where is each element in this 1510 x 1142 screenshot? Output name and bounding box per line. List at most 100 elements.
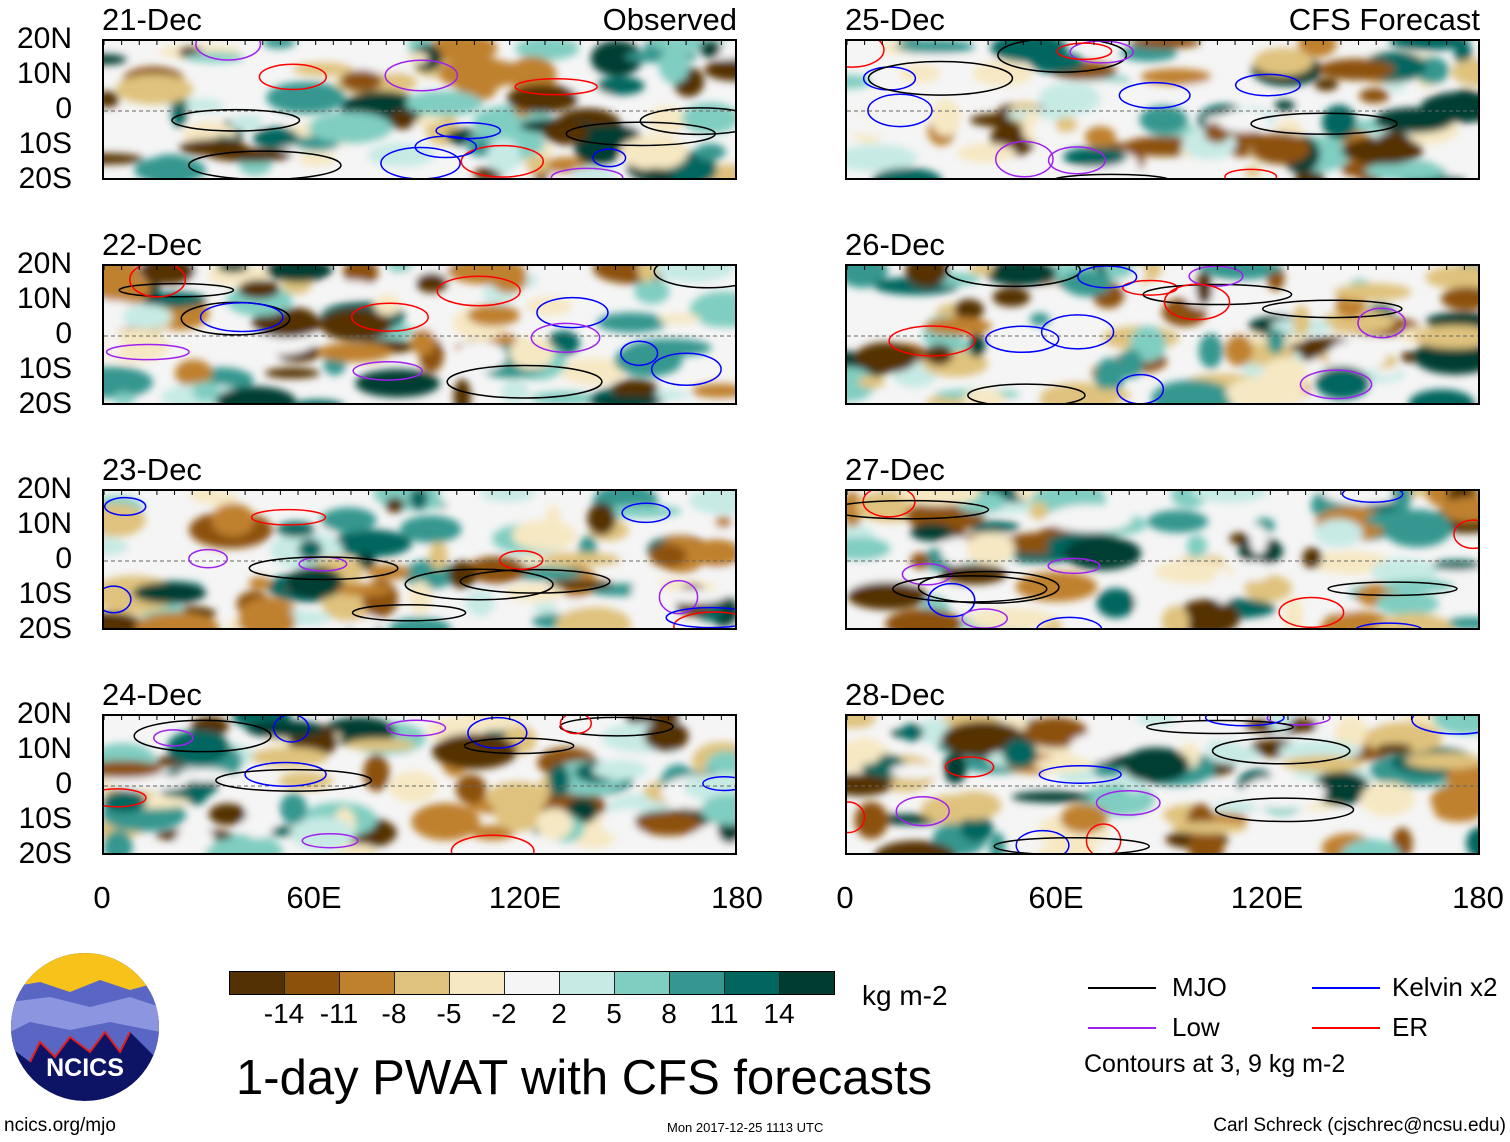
pwat-anomaly-blob (238, 42, 258, 56)
pwat-anomaly-blob (112, 392, 135, 403)
pwat-anomaly-blob (1029, 51, 1085, 74)
pwat-anomaly-blob (1314, 78, 1339, 91)
wave-contour-mjo (653, 266, 735, 289)
pwat-anomaly-blob (966, 532, 1015, 566)
wave-contour-mjo (118, 282, 235, 298)
wave-contour-mjo (967, 383, 1086, 403)
pwat-anomaly-blob (596, 76, 645, 96)
pwat-anomaly-blob (432, 733, 518, 770)
pwat-anomaly-blob (1382, 579, 1455, 593)
pwat-anomaly-blob (1196, 271, 1213, 306)
colorbar-level: 2 (551, 998, 567, 1029)
pwat-anomaly-blob (1130, 41, 1201, 49)
wave-contour-low (1299, 369, 1373, 400)
wave-contour-er (436, 275, 521, 307)
colorbar-swatch (780, 972, 834, 994)
legend-swatch-kelvin (1312, 987, 1380, 989)
pwat-anomaly-blob (317, 342, 393, 363)
pwat-anomaly-blob (940, 536, 975, 565)
wave-contour-er (460, 144, 544, 178)
pwat-anomaly-blob (1191, 491, 1268, 504)
pwat-anomaly-blob (238, 604, 296, 628)
pwat-anomaly-blob (899, 64, 941, 83)
legend-label-mjo: MJO (1172, 972, 1227, 1002)
pwat-anomaly-blob (515, 41, 580, 61)
pwat-anomaly-blob (555, 606, 632, 628)
pwat-anomaly-blob (847, 537, 891, 560)
wave-contour-low (1266, 716, 1331, 726)
pwat-anomaly-blob (1334, 716, 1368, 751)
pwat-anomaly-blob (285, 566, 344, 600)
pwat-anomaly-blob (1440, 286, 1478, 311)
pwat-anomaly-blob (967, 607, 1053, 628)
pwat-anomaly-blob (448, 560, 477, 589)
pwat-anomaly-blob (1432, 559, 1478, 571)
wave-contour-er (350, 302, 429, 332)
pwat-anomaly-blob (857, 375, 886, 389)
pwat-anomaly-blob (174, 359, 213, 387)
panel-date: 26-Dec (845, 227, 945, 262)
panel-date: 23-Dec (102, 452, 202, 487)
wave-contour-kelvin (104, 585, 132, 614)
pwat-anomaly-blob (115, 74, 194, 105)
pwat-anomaly-blob (408, 580, 433, 614)
timestamp: Mon 2017-12-25 1113 UTC (667, 1120, 824, 1135)
wave-contour-kelvin (985, 325, 1060, 354)
pwat-anomaly-blob (925, 344, 953, 366)
pwat-anomaly-blob (637, 266, 657, 283)
pwat-anomaly-blob (1029, 312, 1050, 326)
y-tick-label: 20N (16, 472, 72, 505)
pwat-anomaly-blob (651, 266, 735, 282)
wave-contour-er (1085, 823, 1122, 853)
colorbar-level: -14 (263, 998, 305, 1029)
pwat-anomaly-blob (245, 720, 325, 738)
pwat-anomaly-blob (1084, 126, 1116, 148)
pwat-anomaly-blob (179, 139, 249, 156)
ncics-logo: NCICS (11, 953, 159, 1101)
pwat-anomaly-blob (586, 395, 664, 403)
pwat-anomaly-blob (536, 808, 573, 840)
pwat-anomaly-blob (294, 399, 341, 403)
pwat-anomaly-blob (411, 802, 481, 841)
map-panel (102, 489, 737, 630)
chart-title: 1-day PWAT with CFS forecasts (236, 1051, 933, 1105)
wave-contour-mjo (188, 150, 342, 178)
pwat-anomaly-blob (1413, 325, 1478, 349)
wave-contour-mjo (446, 364, 603, 399)
pwat-anomaly-blob (854, 342, 918, 374)
pwat-anomaly-blob (1405, 752, 1478, 770)
wave-contour-kelvin (1341, 491, 1404, 503)
pwat-anomaly-blob (1302, 547, 1323, 569)
wave-contour-kelvin (702, 775, 735, 792)
pwat-anomaly-blob (345, 738, 416, 751)
pwat-anomaly-blob (1451, 58, 1478, 87)
pwat-anomaly-blob (1038, 81, 1101, 116)
pwat-anomaly-blob (620, 134, 688, 171)
wave-contour-low (352, 361, 423, 381)
panel-date: 22-Dec (102, 227, 202, 262)
pwat-anomaly-blob (1466, 826, 1478, 853)
pwat-anomaly-blob (910, 523, 953, 542)
pwat-anomaly-blob (688, 491, 735, 515)
pwat-anomaly-blob (699, 41, 721, 58)
panel-date: 28-Dec (845, 677, 945, 712)
site-link[interactable]: ncics.org/mjo (4, 1115, 116, 1136)
pwat-anomaly-blob (1314, 518, 1363, 548)
wave-contour-low (384, 59, 459, 92)
pwat-anomaly-blob (1236, 560, 1272, 582)
wave-contour-mjo (1211, 737, 1351, 765)
colorbar-level: -8 (381, 998, 407, 1029)
wave-contour-mjo (847, 499, 990, 520)
pwat-anomaly-blob (1327, 340, 1388, 372)
pwat-anomaly-blob (320, 308, 393, 342)
wave-contour-kelvin (1204, 716, 1285, 727)
pwat-anomaly-blob (415, 272, 448, 293)
wave-contour-er (514, 78, 598, 96)
pwat-anomaly-blob (1332, 283, 1412, 301)
pwat-anomaly-blob (885, 608, 963, 628)
pwat-anomaly-blob (1253, 47, 1313, 76)
pwat-anomaly-blob (691, 383, 735, 399)
colorbar-level: 14 (763, 998, 795, 1029)
colorbar (229, 971, 835, 995)
pwat-anomaly-blob (409, 491, 429, 510)
